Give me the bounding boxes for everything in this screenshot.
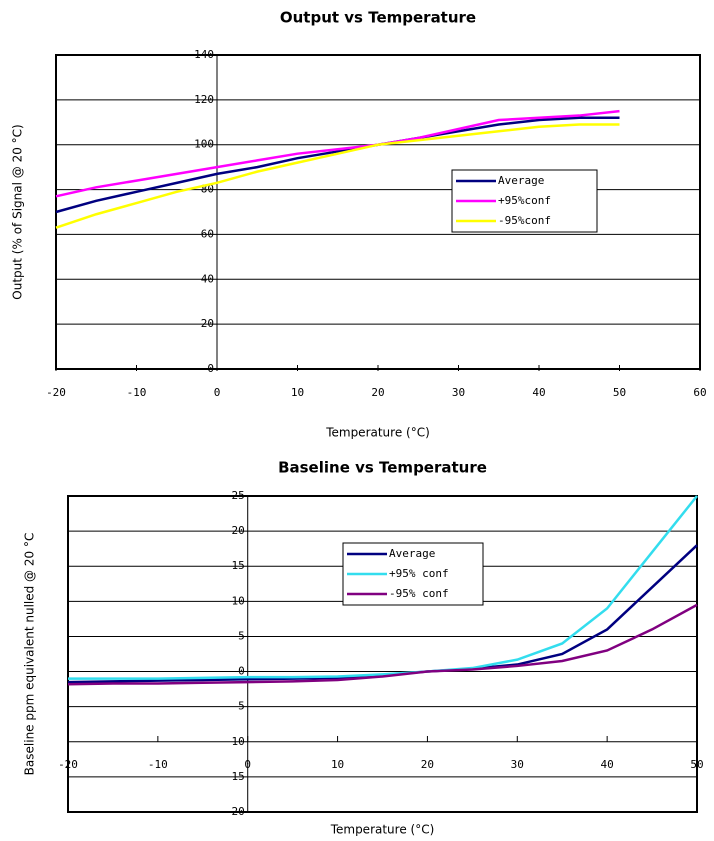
chart-title: Baseline vs Temperature: [278, 459, 487, 477]
x-tick-label: -20: [46, 386, 66, 399]
y-tick-label: 100: [194, 138, 214, 151]
x-tick-label: 20: [371, 386, 384, 399]
y-tick-label: 10: [231, 735, 244, 748]
x-tick-label: 50: [690, 758, 703, 771]
y-tick-label: 0: [207, 362, 214, 375]
y-tick-label: 0: [238, 665, 245, 678]
x-tick-label: 50: [613, 386, 626, 399]
y-tick-label: 40: [201, 272, 214, 285]
y-axis-label: Output (% of Signal @ 20 °C): [11, 124, 25, 299]
legend-label: +95%conf: [498, 194, 551, 207]
x-axis-label: Temperature (°C): [330, 823, 435, 837]
x-tick-label: 10: [291, 386, 304, 399]
x-tick-label: -20: [58, 758, 78, 771]
legend-label: Average: [389, 547, 435, 560]
x-tick-label: 30: [452, 386, 465, 399]
legend-label: +95% conf: [389, 567, 449, 580]
legend-label: -95% conf: [389, 587, 449, 600]
series-line: [55, 109, 620, 198]
y-tick-label: 15: [231, 770, 244, 783]
y-tick-label: 15: [231, 559, 244, 572]
x-tick-label: 20: [421, 758, 434, 771]
y-axis-label: Baseline ppm equivalent nulled @ 20 °C: [23, 533, 37, 776]
y-tick-label: 20: [231, 524, 244, 537]
y-tick-label: 140: [194, 48, 214, 61]
series-line: [67, 603, 698, 686]
series-line: [55, 123, 620, 229]
x-tick-label: 0: [214, 386, 221, 399]
x-tick-label: 30: [511, 758, 524, 771]
x-axis-label: Temperature (°C): [325, 426, 430, 440]
x-tick-label: 10: [331, 758, 344, 771]
y-tick-label: 10: [231, 594, 244, 607]
x-tick-label: 40: [532, 386, 545, 399]
y-tick-label: 20: [201, 317, 214, 330]
x-tick-label: 0: [244, 758, 251, 771]
series-line: [68, 495, 698, 680]
y-tick-label: 20: [231, 805, 244, 818]
plot-area: [55, 54, 701, 370]
x-tick-label: -10: [148, 758, 168, 771]
chart-title: Output vs Temperature: [280, 9, 476, 27]
y-tick-label: 25: [231, 489, 244, 502]
series-line: [55, 116, 620, 214]
x-tick-label: 40: [601, 758, 614, 771]
y-tick-label: 5: [238, 629, 245, 642]
y-tick-label: 120: [194, 93, 214, 106]
y-tick-label: 5: [238, 700, 245, 713]
legend-label: -95%conf: [498, 214, 551, 227]
y-tick-label: 60: [201, 227, 214, 240]
legend-label: Average: [498, 174, 544, 187]
x-tick-label: -10: [127, 386, 147, 399]
x-tick-label: 60: [693, 386, 706, 399]
